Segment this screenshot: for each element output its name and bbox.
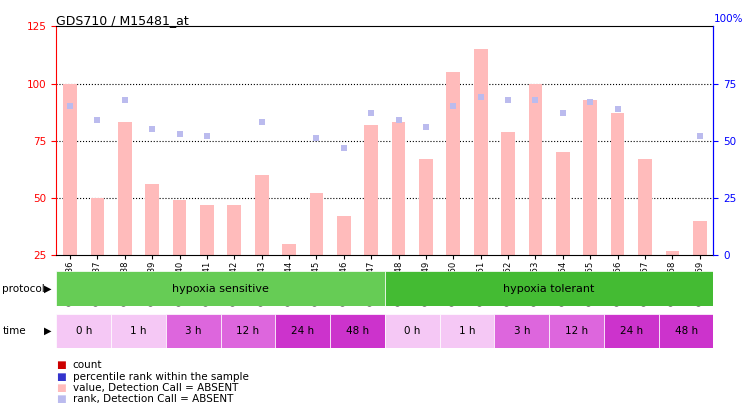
Bar bbox=[693, 221, 707, 255]
Bar bbox=[364, 125, 378, 255]
Bar bbox=[111, 314, 166, 348]
Bar bbox=[556, 152, 570, 255]
Bar bbox=[584, 100, 597, 255]
Bar bbox=[56, 271, 385, 306]
Bar bbox=[419, 159, 433, 255]
Bar bbox=[604, 314, 659, 348]
Text: 24 h: 24 h bbox=[620, 326, 643, 336]
Text: 12 h: 12 h bbox=[237, 326, 260, 336]
Text: 0 h: 0 h bbox=[404, 326, 421, 336]
Text: ■: ■ bbox=[56, 372, 66, 382]
Bar bbox=[611, 113, 625, 255]
Bar bbox=[309, 193, 323, 255]
Text: 0 h: 0 h bbox=[76, 326, 92, 336]
Bar bbox=[56, 314, 111, 348]
Text: percentile rank within the sample: percentile rank within the sample bbox=[73, 372, 249, 382]
Text: GDS710 / M15481_at: GDS710 / M15481_at bbox=[56, 14, 189, 27]
Text: 48 h: 48 h bbox=[346, 326, 369, 336]
Bar bbox=[529, 83, 542, 255]
Text: ▶: ▶ bbox=[44, 326, 51, 336]
Bar bbox=[330, 314, 385, 348]
Bar bbox=[494, 314, 549, 348]
Bar bbox=[118, 122, 131, 255]
Text: time: time bbox=[2, 326, 26, 336]
Bar bbox=[392, 122, 406, 255]
Text: hypoxia sensitive: hypoxia sensitive bbox=[172, 284, 269, 294]
Bar bbox=[91, 198, 104, 255]
Text: rank, Detection Call = ABSENT: rank, Detection Call = ABSENT bbox=[73, 394, 234, 404]
Text: hypoxia tolerant: hypoxia tolerant bbox=[503, 284, 595, 294]
Bar bbox=[173, 200, 186, 255]
Bar bbox=[439, 314, 494, 348]
Bar bbox=[282, 244, 296, 255]
Bar bbox=[337, 216, 351, 255]
Bar bbox=[166, 314, 221, 348]
Text: 48 h: 48 h bbox=[674, 326, 698, 336]
Bar bbox=[638, 159, 652, 255]
Bar bbox=[221, 314, 276, 348]
Bar bbox=[63, 83, 77, 255]
Text: ▶: ▶ bbox=[44, 284, 51, 294]
Text: ■: ■ bbox=[56, 360, 66, 370]
Text: value, Detection Call = ABSENT: value, Detection Call = ABSENT bbox=[73, 383, 238, 393]
Bar bbox=[659, 314, 713, 348]
Bar bbox=[276, 314, 330, 348]
Text: count: count bbox=[73, 360, 102, 370]
Bar bbox=[145, 184, 159, 255]
Text: 12 h: 12 h bbox=[565, 326, 588, 336]
Bar bbox=[501, 132, 515, 255]
Text: protocol: protocol bbox=[2, 284, 45, 294]
Bar bbox=[255, 175, 269, 255]
Bar bbox=[549, 314, 604, 348]
Text: 1 h: 1 h bbox=[130, 326, 146, 336]
Text: ■: ■ bbox=[56, 383, 66, 393]
Text: ■: ■ bbox=[56, 394, 66, 404]
Text: 3 h: 3 h bbox=[185, 326, 201, 336]
Bar bbox=[228, 205, 241, 255]
Text: 1 h: 1 h bbox=[459, 326, 475, 336]
Text: 24 h: 24 h bbox=[291, 326, 315, 336]
Bar bbox=[200, 205, 214, 255]
Bar bbox=[665, 251, 679, 255]
Bar bbox=[474, 49, 487, 255]
Bar bbox=[385, 314, 439, 348]
Bar bbox=[385, 271, 713, 306]
Bar bbox=[447, 72, 460, 255]
Text: 100%: 100% bbox=[713, 14, 743, 24]
Text: 3 h: 3 h bbox=[514, 326, 530, 336]
